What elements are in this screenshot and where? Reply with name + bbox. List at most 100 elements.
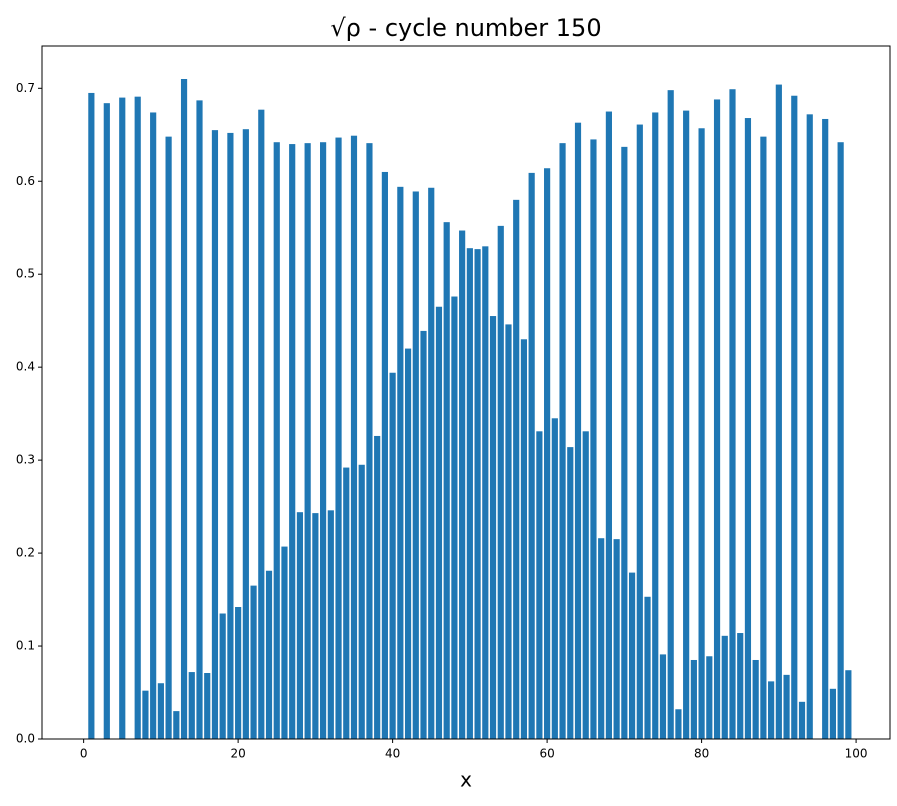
bar <box>544 168 551 739</box>
bar <box>366 143 373 739</box>
bar <box>451 296 458 739</box>
bar <box>675 709 682 739</box>
bar <box>667 90 674 740</box>
bar <box>188 672 195 739</box>
bar <box>211 130 219 739</box>
bar <box>265 570 273 739</box>
y-tick-label: 0.7 <box>16 81 35 95</box>
bar <box>320 142 327 739</box>
y-tick-label: 0.0 <box>16 732 35 746</box>
bar <box>605 111 612 739</box>
bar <box>235 607 242 739</box>
y-tick-label: 0.3 <box>16 453 35 467</box>
x-tick-label: 0 <box>80 747 88 761</box>
bar <box>459 230 466 740</box>
bar <box>783 674 790 739</box>
bar <box>721 635 728 739</box>
bar <box>636 124 643 739</box>
bar <box>505 324 512 739</box>
bar <box>528 172 535 739</box>
bar <box>374 435 381 739</box>
bar <box>312 513 319 739</box>
bar <box>242 129 249 739</box>
bar <box>173 711 180 739</box>
bar <box>513 199 520 739</box>
bar <box>520 339 528 739</box>
bar <box>196 100 203 740</box>
bar <box>412 191 419 739</box>
x-axis-label: x <box>460 768 472 792</box>
bar <box>327 510 334 739</box>
bar <box>134 96 141 739</box>
y-tick-label: 0.1 <box>16 639 35 653</box>
bar <box>358 464 365 739</box>
bar <box>119 97 126 739</box>
x-tick-label: 20 <box>230 747 245 761</box>
bar <box>536 431 543 739</box>
bar <box>837 142 844 739</box>
bar <box>482 246 489 739</box>
bar <box>737 633 744 739</box>
bar <box>744 118 752 740</box>
bar <box>474 249 481 739</box>
bar <box>559 143 566 739</box>
bar <box>706 656 713 739</box>
bar <box>397 186 404 739</box>
bar <box>204 673 211 739</box>
bar <box>628 572 636 739</box>
y-tick-label: 0.6 <box>16 174 35 188</box>
bar <box>845 670 852 739</box>
bar <box>551 418 558 739</box>
bar <box>335 137 342 740</box>
bar <box>180 79 188 739</box>
bar <box>791 95 798 739</box>
bar <box>296 512 304 739</box>
bar <box>350 135 358 739</box>
bar <box>404 348 412 739</box>
bar <box>304 143 311 739</box>
bar <box>806 114 813 739</box>
bar <box>752 659 759 739</box>
bar <box>466 248 473 739</box>
bar <box>219 613 226 739</box>
x-tick-label: 60 <box>539 747 554 761</box>
y-tick-label: 0.2 <box>16 546 35 560</box>
bar <box>157 683 164 739</box>
bar <box>598 538 605 739</box>
bar <box>590 139 597 739</box>
bar <box>420 330 427 739</box>
bar <box>88 92 95 739</box>
bar <box>567 447 574 739</box>
bar <box>829 688 837 739</box>
bar <box>435 306 443 739</box>
bar <box>760 136 767 740</box>
bar <box>489 316 497 739</box>
chart-title: √ρ - cycle number 150 <box>330 14 601 42</box>
bar <box>713 99 721 740</box>
y-tick-label: 0.4 <box>16 360 35 374</box>
bar <box>150 112 157 740</box>
bar <box>165 136 172 740</box>
bar <box>281 546 288 739</box>
bar <box>497 225 504 740</box>
bar <box>428 187 435 739</box>
bar <box>443 222 450 740</box>
bar <box>250 585 257 739</box>
bar <box>798 701 806 739</box>
y-tick-label: 0.5 <box>16 267 35 281</box>
bar <box>103 103 110 740</box>
bar <box>273 142 280 739</box>
bar <box>775 84 782 740</box>
bar <box>768 681 775 739</box>
bar <box>822 118 829 740</box>
bar <box>659 654 667 739</box>
bar <box>258 109 265 740</box>
bar <box>644 596 651 739</box>
bar <box>289 144 296 739</box>
x-tick-label: 80 <box>694 747 709 761</box>
bar <box>582 431 589 739</box>
bar <box>142 690 149 739</box>
bar <box>690 659 697 739</box>
bar <box>574 122 582 740</box>
